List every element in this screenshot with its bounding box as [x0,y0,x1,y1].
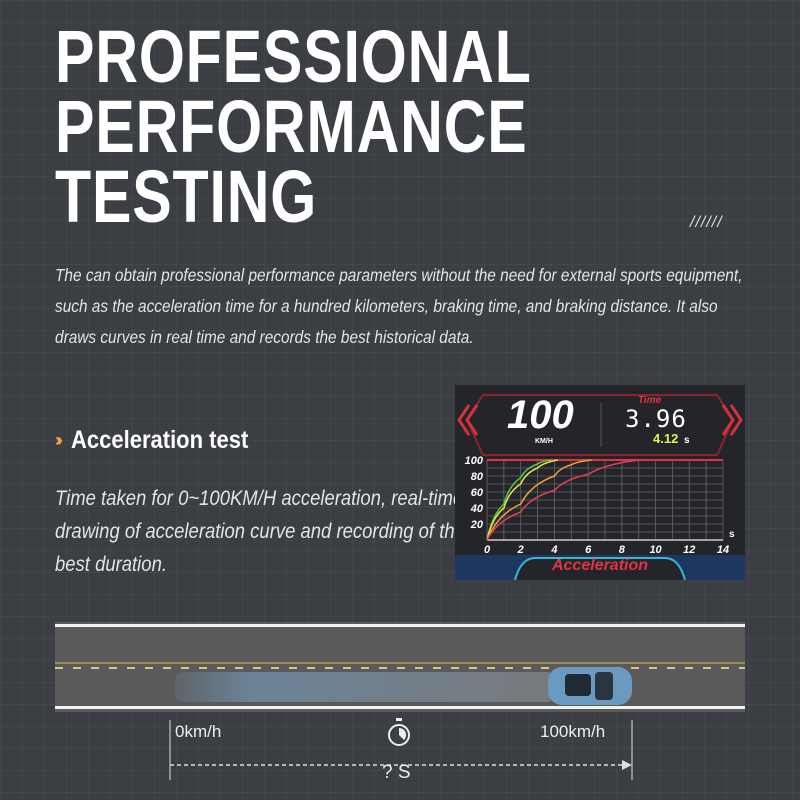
duration-label: ? S [382,762,411,783]
double-chevron-right-icon: ›› [55,430,63,450]
road-markings [55,624,745,709]
x-tick-label: 4 [550,544,557,556]
end-speed-label: 100km/h [540,722,606,741]
device-display: 100 KM/H Time 3.96 4.12 s 0 2 4 6 8 10 12 14 20 4… [455,385,745,581]
y-tick-label: 80 [471,471,484,483]
best-unit: s [684,435,690,446]
time-label: Time [638,395,662,406]
y-tick-label: 40 [470,503,484,515]
y-tick-label: 20 [470,519,484,531]
y-tick-label: 100 [465,455,484,467]
mode-label: Acceleration [551,557,649,574]
speed-unit: KM/H [535,438,553,445]
acceleration-chart: 0 2 4 6 8 10 12 14 20 40 60 80 100 s [465,455,735,556]
left-chevron-icon [457,404,479,436]
x-tick-label: 14 [717,544,729,556]
x-tick-label: 10 [649,544,662,556]
x-tick-label: 6 [585,544,592,556]
x-tick-label: 0 [484,544,491,556]
time-value: 3.96 [625,405,687,433]
decor-slashes: ////// [690,214,723,231]
section-description: Time taken for 0~100KM/H acceleration, r… [55,487,465,576]
car-icon [548,667,632,705]
road [55,622,745,712]
page-title: PROFESSIONAL PERFORMANCE TESTING [55,15,532,238]
speed-value: 100 [507,393,574,437]
series-line [486,459,552,541]
distance-arrow [169,720,633,780]
title-line: TESTING [55,155,318,238]
x-tick-label: 12 [683,544,695,556]
x-tick-label: 8 [619,544,626,556]
x-axis-label: s [729,529,735,540]
best-time: 4.12 [653,431,679,446]
section-heading: ›› Acceleration test [55,426,272,455]
y-tick-label: 60 [471,487,484,499]
right-chevron-icon [721,404,743,436]
series-line [486,459,639,541]
title-line: PERFORMANCE [55,85,528,168]
stopwatch-icon [388,718,410,746]
motion-blur [175,672,555,702]
intro-text: The can obtain professional performance … [55,265,743,347]
display-frame [455,394,745,581]
section-heading-text: Acceleration test [71,426,249,454]
series-line [486,459,558,541]
x-tick-label: 2 [517,544,524,556]
series-line [486,459,592,541]
start-speed-label: 0km/h [175,722,222,741]
title-line: PROFESSIONAL [55,15,532,98]
